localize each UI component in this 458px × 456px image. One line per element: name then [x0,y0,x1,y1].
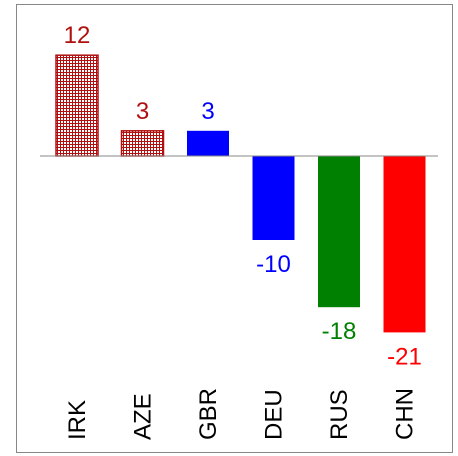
value-label: 12 [64,22,91,49]
x-tick-label: AZE [130,393,157,440]
x-tick-label: RUS [326,389,353,440]
value-label: -10 [256,251,291,278]
value-label: 3 [136,98,149,125]
bar [187,130,229,156]
bar [120,130,165,157]
bar [55,54,99,157]
value-label: -21 [387,343,422,370]
x-tick-label: DEU [261,389,288,440]
x-tick-label: CHN [392,388,419,440]
bar [252,156,295,240]
bar [383,156,426,333]
value-label: -18 [322,318,357,345]
x-tick-label: GBR [195,388,222,440]
x-tick-label: IRK [64,400,91,440]
value-label: 3 [201,98,214,125]
bar [318,156,360,308]
